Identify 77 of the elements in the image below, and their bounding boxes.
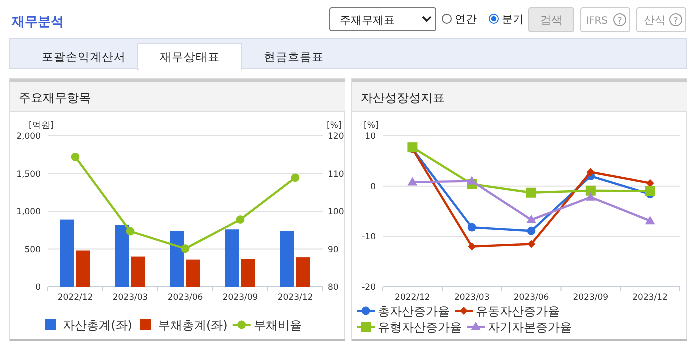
bar — [76, 250, 90, 287]
y2-tick-label: 120 — [328, 132, 344, 142]
bar — [116, 225, 130, 287]
text: ? — [674, 17, 679, 27]
point — [526, 188, 536, 198]
y-tick-label: 0 — [36, 283, 41, 293]
point — [468, 223, 476, 232]
bar — [186, 260, 200, 287]
text: 분기 — [502, 13, 524, 26]
text: 연간 — [455, 13, 477, 26]
bar — [296, 258, 310, 287]
legend-label: 부채비율 — [254, 318, 302, 332]
point — [526, 215, 536, 224]
legend-label: 부채총계(좌) — [158, 318, 228, 332]
y2-tick-label: 80 — [328, 283, 339, 293]
x-tick-label: 2023/06 — [514, 293, 550, 303]
y2-tick-label: 100 — [328, 208, 344, 218]
y-tick-label: 0 — [370, 182, 376, 192]
y-tick-label: -10 — [362, 232, 376, 243]
x-tick-label: 2023/03 — [112, 293, 148, 303]
x-tick-label: 2023/09 — [573, 293, 609, 303]
legend-label: 자산총계(좌) — [63, 318, 132, 332]
y2-tick-label: 90 — [328, 245, 339, 256]
point — [527, 226, 536, 236]
bar — [170, 231, 184, 287]
legend-label: 자기자본증가율 — [488, 320, 572, 334]
point — [646, 179, 654, 188]
y2-axis-title: [%] — [327, 121, 342, 131]
point — [181, 244, 190, 254]
y-tick-label: 2,000 — [16, 132, 41, 142]
text: 현금흐름표 — [264, 50, 324, 64]
y-tick-label: 10 — [365, 132, 376, 142]
text: 재무상태표 — [160, 50, 220, 64]
point — [586, 192, 596, 201]
legend-label: 유동자산증가율 — [476, 304, 560, 318]
chart-title: 자산성장성지표 — [361, 91, 445, 105]
point — [236, 216, 245, 224]
point — [291, 174, 300, 182]
point — [467, 176, 478, 185]
text: 재무분석 — [11, 15, 64, 30]
legend-label: 유형자산증가율 — [378, 320, 462, 334]
y-tick-label: -20 — [362, 283, 376, 293]
y-axis-title: [%] — [364, 121, 379, 131]
point — [528, 240, 536, 248]
y-tick-label: 500 — [24, 245, 41, 256]
y-axis-title: [억원] — [29, 121, 54, 131]
y-tick-label: 1,000 — [16, 208, 41, 218]
point — [126, 227, 135, 236]
point — [71, 152, 80, 162]
x-tick-label: 2023/12 — [632, 293, 668, 303]
text: 주재무제표 — [340, 14, 395, 27]
bar — [280, 231, 294, 287]
bar — [242, 259, 256, 287]
point — [408, 177, 418, 186]
y-tick-label: 1,500 — [16, 170, 41, 180]
point — [645, 186, 656, 196]
bar — [60, 220, 74, 287]
bar — [226, 230, 240, 287]
x-tick-label: 2023/06 — [168, 293, 204, 303]
x-tick-label: 2022/12 — [58, 293, 94, 303]
x-tick-label: 2022/12 — [395, 293, 430, 303]
x-tick-label: 2023/09 — [222, 293, 258, 303]
bar — [132, 256, 146, 287]
text: ? — [618, 17, 623, 27]
x-tick-label: 2023/12 — [278, 293, 314, 303]
text: 포괄손익계산서 — [42, 50, 126, 64]
text: 검색 — [540, 14, 562, 27]
point — [468, 242, 476, 251]
text: IFRS — [586, 16, 608, 27]
text: 산식 — [644, 14, 666, 27]
x-tick-label: 2023/03 — [454, 293, 490, 303]
point — [645, 216, 656, 225]
y2-tick-label: 110 — [328, 170, 344, 180]
point — [586, 186, 596, 196]
legend-label: 총자산증가율 — [378, 304, 450, 318]
chart-title: 주요재무항목 — [19, 91, 91, 105]
point — [586, 168, 595, 176]
